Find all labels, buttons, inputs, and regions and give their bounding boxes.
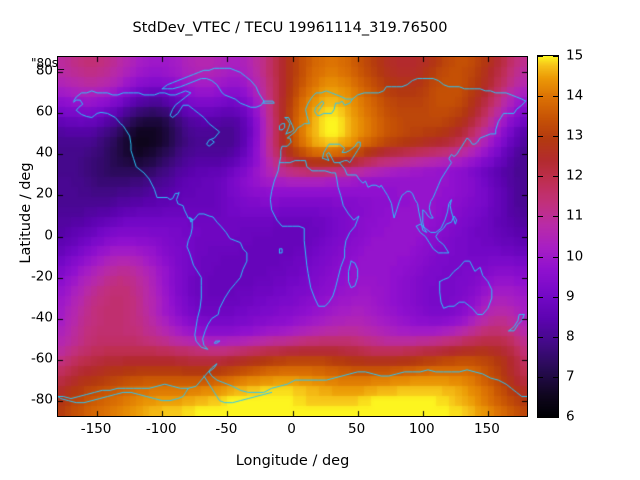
colorbar-tick-label: 13 bbox=[566, 127, 584, 144]
colorbar-tick bbox=[553, 377, 558, 378]
colorbar-tick bbox=[538, 297, 543, 298]
colorbar-tick bbox=[538, 417, 543, 418]
x-tick-label: 150 bbox=[474, 421, 500, 437]
x-tick-label: 100 bbox=[408, 421, 435, 437]
y-tick-label: -40 bbox=[30, 309, 53, 326]
colorbar-tick bbox=[553, 257, 558, 258]
colorbar-tick-label: 7 bbox=[566, 368, 575, 385]
colorbar-tick bbox=[553, 337, 558, 338]
colorbar-tick bbox=[538, 216, 543, 217]
y-tick-label: -60 bbox=[30, 350, 53, 367]
colorbar-tick bbox=[553, 136, 558, 137]
colorbar-gradient bbox=[538, 56, 558, 417]
x-tick-label: -50 bbox=[215, 421, 238, 437]
y-tick-label: -20 bbox=[30, 268, 53, 285]
colorbar-tick-label: 11 bbox=[566, 207, 584, 224]
x-tick-label: -150 bbox=[80, 421, 112, 437]
colorbar-tick bbox=[538, 337, 543, 338]
colorbar-tick-label: 6 bbox=[566, 408, 575, 425]
colorbar-tick-label: 9 bbox=[566, 288, 575, 305]
colorbar-tick bbox=[553, 56, 558, 57]
colorbar-tick bbox=[538, 136, 543, 137]
colorbar-tick bbox=[538, 96, 543, 97]
colorbar-tick bbox=[553, 96, 558, 97]
colorbar-tick-label: 12 bbox=[566, 167, 584, 184]
colorbar-tick bbox=[553, 176, 558, 177]
colorbar-tick bbox=[553, 417, 558, 418]
colorbar-tick-label: 14 bbox=[566, 87, 584, 104]
axis-tick-marks bbox=[58, 57, 527, 416]
colorbar-tick bbox=[538, 56, 543, 57]
stray-text-artifact: "80s_ bbox=[31, 56, 65, 70]
y-axis-title: Latitude / deg bbox=[18, 162, 34, 264]
y-tick-label: 20 bbox=[35, 185, 53, 202]
colorbar-tick-label: 8 bbox=[566, 328, 575, 345]
colorbar[interactable] bbox=[537, 55, 559, 418]
colorbar-tick-label: 10 bbox=[566, 248, 584, 265]
y-tick-label: 0 bbox=[44, 227, 53, 243]
y-tick-label: 40 bbox=[35, 144, 53, 161]
colorbar-tick bbox=[538, 257, 543, 258]
x-tick-label: -100 bbox=[145, 421, 177, 437]
plot-title: StdDev_VTEC / TECU 19961114_319.76500 bbox=[132, 20, 448, 36]
colorbar-tick bbox=[553, 297, 558, 298]
colorbar-tick bbox=[538, 176, 543, 177]
colorbar-tick bbox=[538, 377, 543, 378]
y-tick-label: 80 bbox=[35, 62, 53, 79]
y-tick-label: 60 bbox=[35, 103, 53, 120]
x-tick-label: 0 bbox=[287, 421, 296, 437]
colorbar-tick-label: 15 bbox=[566, 47, 584, 64]
map-plot-area[interactable] bbox=[57, 56, 528, 417]
x-tick-label: 50 bbox=[348, 421, 366, 437]
colorbar-tick bbox=[553, 216, 558, 217]
y-tick-label: -80 bbox=[30, 391, 53, 408]
x-axis-title: Longitude / deg bbox=[235, 453, 350, 469]
